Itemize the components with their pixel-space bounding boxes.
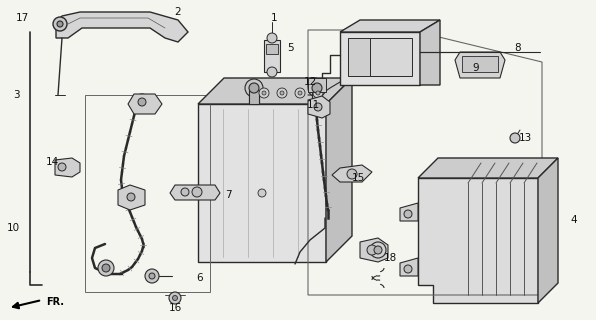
Text: 1: 1 <box>271 13 277 23</box>
Text: 11: 11 <box>306 100 319 110</box>
Text: 5: 5 <box>288 43 294 53</box>
Circle shape <box>347 169 357 179</box>
Polygon shape <box>360 238 388 262</box>
Text: 12: 12 <box>303 77 316 87</box>
Polygon shape <box>455 52 505 78</box>
Text: 16: 16 <box>169 303 182 313</box>
Polygon shape <box>420 20 440 85</box>
Circle shape <box>277 88 287 98</box>
Text: 15: 15 <box>352 173 365 183</box>
Circle shape <box>127 193 135 201</box>
Circle shape <box>404 265 412 273</box>
Circle shape <box>295 88 305 98</box>
Polygon shape <box>55 158 80 177</box>
Circle shape <box>308 79 326 97</box>
Bar <box>370 38 412 76</box>
Polygon shape <box>332 165 372 182</box>
Circle shape <box>172 295 178 300</box>
Circle shape <box>308 78 322 92</box>
Text: FR.: FR. <box>46 297 64 307</box>
Circle shape <box>249 83 259 93</box>
Circle shape <box>145 269 159 283</box>
Polygon shape <box>308 96 330 118</box>
Polygon shape <box>170 185 220 200</box>
Circle shape <box>404 210 412 218</box>
Circle shape <box>98 260 114 276</box>
Circle shape <box>313 88 323 98</box>
Circle shape <box>510 133 520 143</box>
Circle shape <box>181 188 189 196</box>
Polygon shape <box>418 158 558 178</box>
Text: 2: 2 <box>175 7 181 17</box>
Circle shape <box>58 163 66 171</box>
Circle shape <box>259 88 269 98</box>
Bar <box>249 90 259 104</box>
Bar <box>348 38 393 76</box>
Text: 13: 13 <box>519 133 532 143</box>
Bar <box>312 90 322 104</box>
Circle shape <box>192 187 202 197</box>
Polygon shape <box>340 32 420 85</box>
Polygon shape <box>198 78 352 104</box>
Text: 3: 3 <box>13 90 19 100</box>
Circle shape <box>367 245 377 255</box>
Bar <box>308 78 326 92</box>
Circle shape <box>370 242 386 258</box>
Bar <box>266 44 278 54</box>
Circle shape <box>245 79 263 97</box>
Text: 10: 10 <box>7 223 20 233</box>
Circle shape <box>267 67 277 77</box>
Polygon shape <box>128 94 162 114</box>
Polygon shape <box>538 158 558 303</box>
Circle shape <box>169 292 181 304</box>
Circle shape <box>57 21 63 27</box>
Text: 7: 7 <box>225 190 231 200</box>
Text: 8: 8 <box>515 43 522 53</box>
Circle shape <box>316 91 320 95</box>
Circle shape <box>53 17 67 31</box>
Circle shape <box>280 91 284 95</box>
Circle shape <box>102 264 110 272</box>
Text: 17: 17 <box>15 13 29 23</box>
Polygon shape <box>326 78 352 262</box>
Circle shape <box>138 98 146 106</box>
Polygon shape <box>418 178 538 303</box>
Circle shape <box>374 246 382 254</box>
Polygon shape <box>198 104 326 262</box>
Circle shape <box>312 83 322 93</box>
Polygon shape <box>400 258 418 276</box>
Polygon shape <box>56 12 188 42</box>
Circle shape <box>149 273 155 279</box>
Bar <box>264 40 280 72</box>
Circle shape <box>134 94 150 110</box>
Polygon shape <box>400 203 418 221</box>
Text: 6: 6 <box>197 273 203 283</box>
Text: 9: 9 <box>473 63 479 73</box>
Circle shape <box>314 103 322 111</box>
Bar <box>462 56 498 72</box>
Text: 18: 18 <box>383 253 396 263</box>
Circle shape <box>267 33 277 43</box>
Circle shape <box>258 189 266 197</box>
Circle shape <box>298 91 302 95</box>
Circle shape <box>262 91 266 95</box>
Polygon shape <box>340 20 440 32</box>
Polygon shape <box>118 185 145 210</box>
Text: 14: 14 <box>45 157 58 167</box>
Text: 4: 4 <box>571 215 578 225</box>
